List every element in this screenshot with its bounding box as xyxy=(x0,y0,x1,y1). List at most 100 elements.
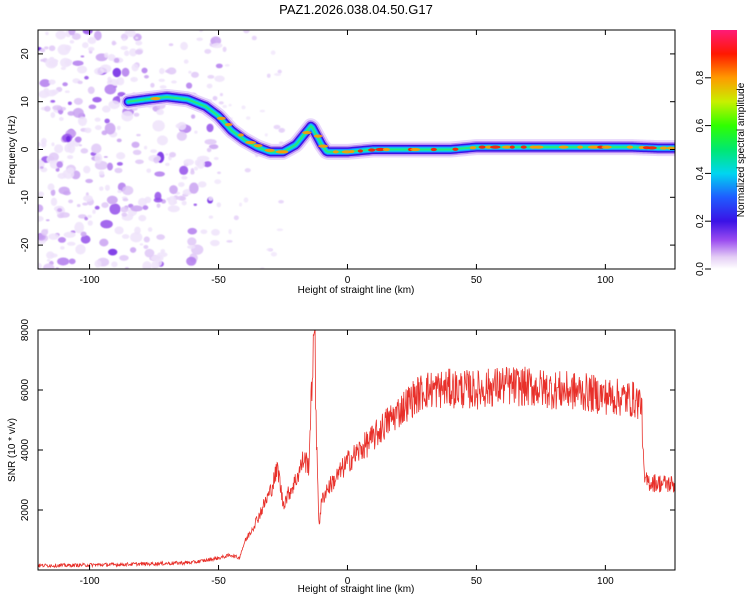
noise-blob xyxy=(156,234,165,240)
noise-blob xyxy=(38,191,45,197)
colorbar-tick-label: 0.4 xyxy=(695,166,706,180)
noise-blob xyxy=(112,67,122,78)
noise-blob xyxy=(101,130,108,136)
snr-series-line xyxy=(38,330,675,569)
noise-blob xyxy=(216,202,222,208)
noise-blob xyxy=(84,127,92,134)
snr-x-axis-label: Height of straight line (km) xyxy=(298,584,415,595)
noise-blob xyxy=(187,227,198,235)
spectrogram-x-ticks: -100 -50 0 50 100 xyxy=(80,30,614,286)
noise-blob xyxy=(66,241,76,246)
spectrogram-noise-blobs xyxy=(38,30,286,269)
noise-blob xyxy=(212,95,218,101)
noise-blob xyxy=(241,105,246,110)
noise-blob xyxy=(107,76,112,82)
noise-blob xyxy=(211,229,220,236)
noise-blob xyxy=(153,197,163,203)
noise-blob xyxy=(120,206,129,213)
noise-blob xyxy=(213,156,219,160)
colorbar-gradient xyxy=(711,30,737,269)
noise-blob xyxy=(41,229,49,236)
noise-blob xyxy=(144,196,152,204)
noise-blob xyxy=(99,186,104,191)
noise-blob xyxy=(177,195,185,201)
noise-blob xyxy=(259,109,266,113)
noise-blob xyxy=(130,213,134,217)
noise-blob xyxy=(48,233,59,240)
y-tick-label: -10 xyxy=(20,190,31,205)
noise-blob xyxy=(270,251,278,257)
noise-blob xyxy=(186,256,197,266)
noise-blob xyxy=(243,30,250,34)
noise-blob xyxy=(169,151,176,158)
noise-blob xyxy=(94,259,102,268)
noise-blob xyxy=(215,63,223,69)
noise-blob xyxy=(178,182,185,187)
noise-blob xyxy=(208,215,214,219)
noise-blob xyxy=(38,204,44,213)
noise-blob xyxy=(138,214,147,222)
noise-blob xyxy=(107,53,116,61)
noise-blob xyxy=(245,116,251,120)
ridge-hotspot xyxy=(666,146,675,150)
x-tick-label: 100 xyxy=(597,275,614,286)
noise-blob xyxy=(85,178,94,184)
noise-blob xyxy=(51,142,55,147)
noise-blob xyxy=(40,59,45,62)
noise-blob xyxy=(130,76,138,83)
ridge-hotspot xyxy=(430,147,437,152)
noise-blob xyxy=(67,101,72,106)
noise-blob xyxy=(40,142,47,148)
noise-blob xyxy=(103,156,108,158)
noise-blob xyxy=(156,135,168,146)
colorbar-ticks: 0.0 0.2 0.4 0.6 0.8 xyxy=(695,70,711,276)
noise-blob xyxy=(75,244,86,255)
noise-blob xyxy=(60,246,65,250)
ridge-hotspot xyxy=(501,145,513,149)
noise-blob xyxy=(143,145,148,150)
noise-blob xyxy=(124,266,129,269)
noise-blob xyxy=(171,80,177,84)
noise-blob xyxy=(204,138,217,145)
ridge-hotspot xyxy=(469,146,477,150)
noise-blob xyxy=(121,110,134,122)
noise-blob xyxy=(206,83,213,89)
noise-blob xyxy=(181,175,188,180)
noise-blob xyxy=(142,205,149,210)
spectrogram-y-axis-label: Frequency (Hz) xyxy=(7,116,18,185)
noise-blob xyxy=(116,162,123,166)
noise-blob xyxy=(156,109,164,116)
noise-blob xyxy=(276,228,284,232)
noise-blob xyxy=(68,199,74,204)
noise-blob xyxy=(132,149,142,155)
noise-blob xyxy=(76,203,81,208)
ridge-hotspot xyxy=(490,145,501,149)
noise-blob xyxy=(68,30,76,36)
noise-blob xyxy=(183,158,194,166)
noise-blob xyxy=(72,107,84,118)
ridge-hotspot xyxy=(509,145,515,149)
noise-blob xyxy=(120,33,129,41)
noise-blob xyxy=(50,197,58,207)
chart-title: PAZ1.2026.038.04.50.G17 xyxy=(279,2,433,17)
noise-blob xyxy=(167,196,177,206)
noise-blob xyxy=(219,92,223,97)
y-tick-label: -20 xyxy=(20,237,31,252)
noise-blob xyxy=(48,79,56,85)
noise-blob xyxy=(131,141,140,148)
noise-blob xyxy=(264,133,268,137)
noise-blob xyxy=(181,200,187,206)
noise-blob xyxy=(278,127,286,133)
noise-blob xyxy=(150,82,155,88)
noise-blob xyxy=(46,251,55,259)
noise-blob xyxy=(152,120,165,132)
noise-blob xyxy=(135,49,143,55)
noise-blob xyxy=(84,75,89,80)
noise-blob xyxy=(207,74,215,79)
noise-blob xyxy=(38,262,42,269)
noise-blob xyxy=(167,205,180,213)
noise-blob xyxy=(39,79,51,88)
noise-blob xyxy=(193,166,199,171)
noise-blob xyxy=(67,155,74,160)
noise-blob xyxy=(111,40,116,46)
